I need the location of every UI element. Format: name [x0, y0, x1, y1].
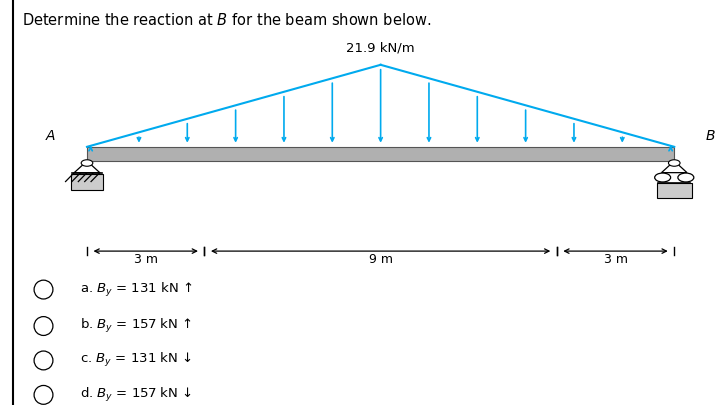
Ellipse shape	[34, 351, 53, 370]
Circle shape	[668, 160, 680, 166]
Text: 21.9 kN/m: 21.9 kN/m	[347, 42, 415, 55]
Text: d. $B_y$ = 157 kN ↓: d. $B_y$ = 157 kN ↓	[80, 386, 191, 404]
Circle shape	[655, 173, 671, 182]
Circle shape	[678, 173, 694, 182]
Circle shape	[81, 160, 93, 166]
Polygon shape	[661, 161, 687, 173]
Polygon shape	[657, 183, 692, 198]
Ellipse shape	[34, 386, 53, 404]
Polygon shape	[74, 161, 100, 173]
Text: c. $B_y$ = 131 kN ↓: c. $B_y$ = 131 kN ↓	[80, 352, 191, 369]
Text: $A$: $A$	[45, 129, 57, 143]
Ellipse shape	[34, 317, 53, 335]
Polygon shape	[71, 174, 103, 190]
Text: $B$: $B$	[705, 129, 716, 143]
Text: 3 m: 3 m	[603, 253, 628, 266]
Text: b. $B_y$ = 157 kN ↑: b. $B_y$ = 157 kN ↑	[80, 317, 191, 335]
Ellipse shape	[34, 280, 53, 299]
Text: 9 m: 9 m	[368, 253, 393, 266]
Polygon shape	[87, 147, 674, 161]
Text: a. $B_y$ = 131 kN ↑: a. $B_y$ = 131 kN ↑	[80, 281, 192, 298]
Text: 3 m: 3 m	[133, 253, 158, 266]
Text: Determine the reaction at $B$ for the beam shown below.: Determine the reaction at $B$ for the be…	[22, 12, 431, 28]
